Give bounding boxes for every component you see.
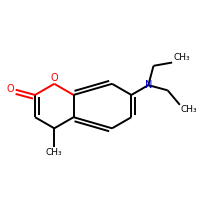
Text: CH₃: CH₃ [46, 148, 63, 157]
Text: O: O [6, 84, 14, 94]
Text: CH₃: CH₃ [181, 105, 197, 114]
Text: N: N [145, 80, 152, 90]
Text: O: O [50, 73, 58, 83]
Text: CH₃: CH₃ [173, 53, 190, 62]
